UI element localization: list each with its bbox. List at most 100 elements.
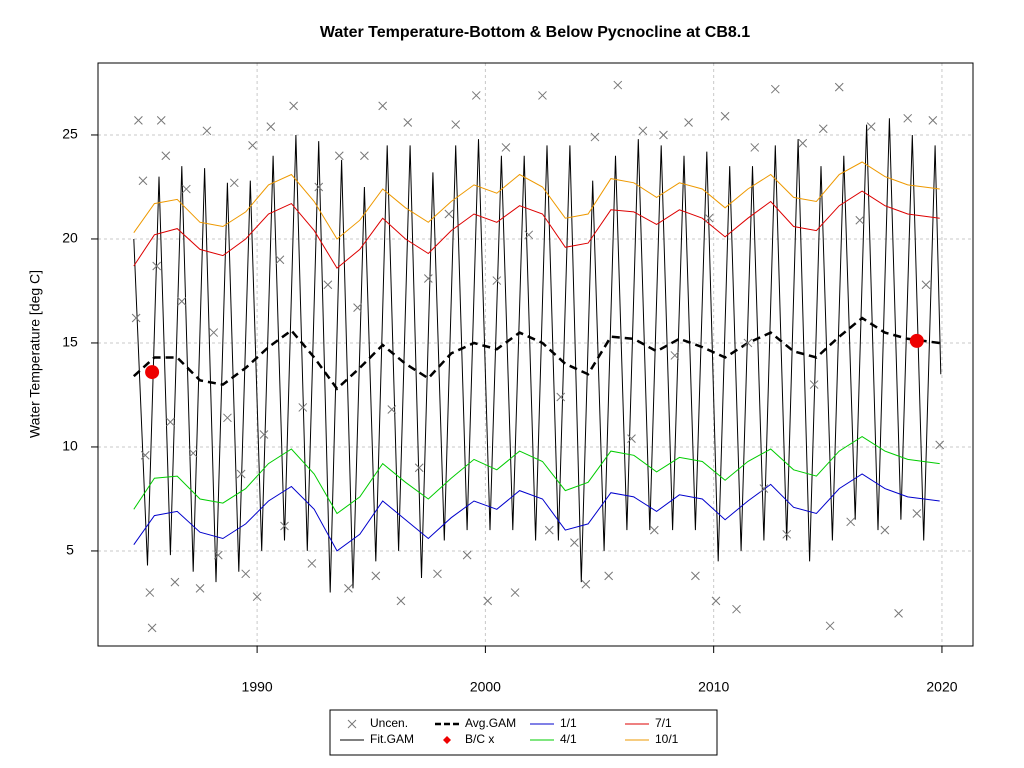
scatter-point	[604, 571, 614, 581]
scatter-point	[229, 178, 239, 188]
scatter-point	[289, 101, 298, 111]
scatter-point	[782, 529, 792, 539]
scatter-point	[809, 380, 819, 389]
series-line	[132, 316, 940, 391]
scatter-point	[403, 118, 413, 127]
scatter-point	[213, 550, 223, 560]
scatter-point	[524, 230, 534, 240]
scatter-point	[414, 463, 424, 473]
scatter-point	[396, 596, 406, 606]
scatter-point	[166, 417, 175, 427]
scatter-point	[347, 719, 357, 729]
y-tick-label: 5	[66, 542, 74, 558]
scatter-point	[275, 255, 285, 265]
scatter-point	[378, 101, 388, 111]
scatter-point	[659, 130, 668, 140]
scatter-point	[462, 550, 472, 560]
y-axis-label: Water Temperature [deg C]	[27, 270, 43, 438]
scatter-point	[855, 215, 865, 225]
scatter-point	[483, 596, 493, 606]
scatter-point	[691, 571, 700, 581]
scatter-point	[613, 80, 623, 90]
series-line	[133, 161, 940, 240]
scatter-point	[770, 84, 780, 94]
scatter-point	[732, 604, 741, 614]
chart-title: Water Temperature-Bottom & Below Pycnocl…	[320, 24, 750, 41]
scatter-point	[590, 132, 600, 142]
scatter-point	[880, 525, 890, 535]
scatter-point	[538, 91, 547, 100]
legend-label: Uncen.	[370, 716, 408, 730]
scatter-point	[344, 584, 353, 593]
scatter-point	[711, 596, 721, 606]
scatter-point	[818, 124, 828, 134]
scatter-point	[638, 126, 648, 136]
scatter-point	[798, 138, 808, 148]
scatter-point	[570, 538, 579, 547]
x-tick-label: 1990	[242, 679, 273, 695]
legend-label: 7/1	[655, 716, 672, 730]
series-line	[133, 473, 940, 552]
series-line	[133, 190, 940, 269]
scatter-point	[360, 151, 369, 161]
scatter-point	[266, 122, 276, 131]
y-tick-label: 15	[62, 334, 78, 350]
legend-label: 4/1	[560, 732, 577, 746]
legend: Uncen. Fit.GAM Avg.GAM B/C x 1/1 4/1 7/1 10/1	[329, 709, 718, 756]
scatter-point	[314, 182, 324, 192]
bc-point	[145, 365, 160, 380]
scatter-point	[323, 280, 333, 290]
scatter-point	[147, 623, 157, 633]
scatter-point	[371, 571, 381, 581]
scatter-point	[684, 118, 693, 127]
legend-label: 10/1	[655, 732, 679, 746]
scatter-point	[912, 509, 922, 518]
scatter-point	[259, 430, 269, 439]
scatter-point	[510, 588, 520, 597]
scatter-point	[825, 621, 835, 631]
scatter-point	[423, 274, 433, 283]
scatter-point	[627, 434, 636, 443]
scatter-point	[134, 116, 143, 125]
y-tick-label: 10	[62, 438, 78, 454]
scatter-point	[145, 588, 155, 597]
legend-swatch	[443, 736, 451, 744]
x-tick-label: 2020	[926, 679, 957, 695]
scatter-point	[209, 328, 219, 337]
series-line	[133, 436, 940, 515]
scatter-point	[177, 297, 187, 306]
scatter-point	[750, 143, 760, 152]
scatter-point	[433, 569, 442, 579]
scatter-point	[501, 143, 511, 152]
scatter-point	[307, 559, 317, 568]
scatter-point	[131, 313, 141, 323]
scatter-point	[834, 82, 844, 92]
scatter-point	[894, 608, 903, 618]
scatter-point	[866, 122, 876, 131]
scatter-point	[928, 116, 938, 125]
bc-point	[909, 333, 924, 348]
scatter-point	[492, 276, 502, 285]
scatter-point	[138, 176, 148, 186]
series-line	[133, 118, 942, 593]
scatter-point	[387, 405, 397, 414]
scatter-point	[720, 111, 730, 121]
scatter-point	[759, 484, 769, 493]
scatter-point	[202, 126, 212, 136]
legend-label: Avg.GAM	[465, 716, 516, 730]
scatter-point	[903, 113, 913, 123]
plot-frame	[97, 62, 974, 647]
legend-label: 1/1	[560, 716, 577, 730]
scatter-point	[252, 592, 262, 602]
scatter-point	[280, 521, 289, 531]
scatter-point	[181, 184, 191, 194]
scatter-point	[241, 569, 251, 579]
scatter-point	[704, 213, 714, 223]
scatter-point	[236, 469, 246, 479]
scatter-point	[195, 584, 205, 593]
scatter-point	[170, 577, 180, 587]
x-tick-label: 2000	[470, 679, 501, 695]
scatter-point	[140, 450, 150, 460]
scatter-point	[471, 91, 481, 100]
